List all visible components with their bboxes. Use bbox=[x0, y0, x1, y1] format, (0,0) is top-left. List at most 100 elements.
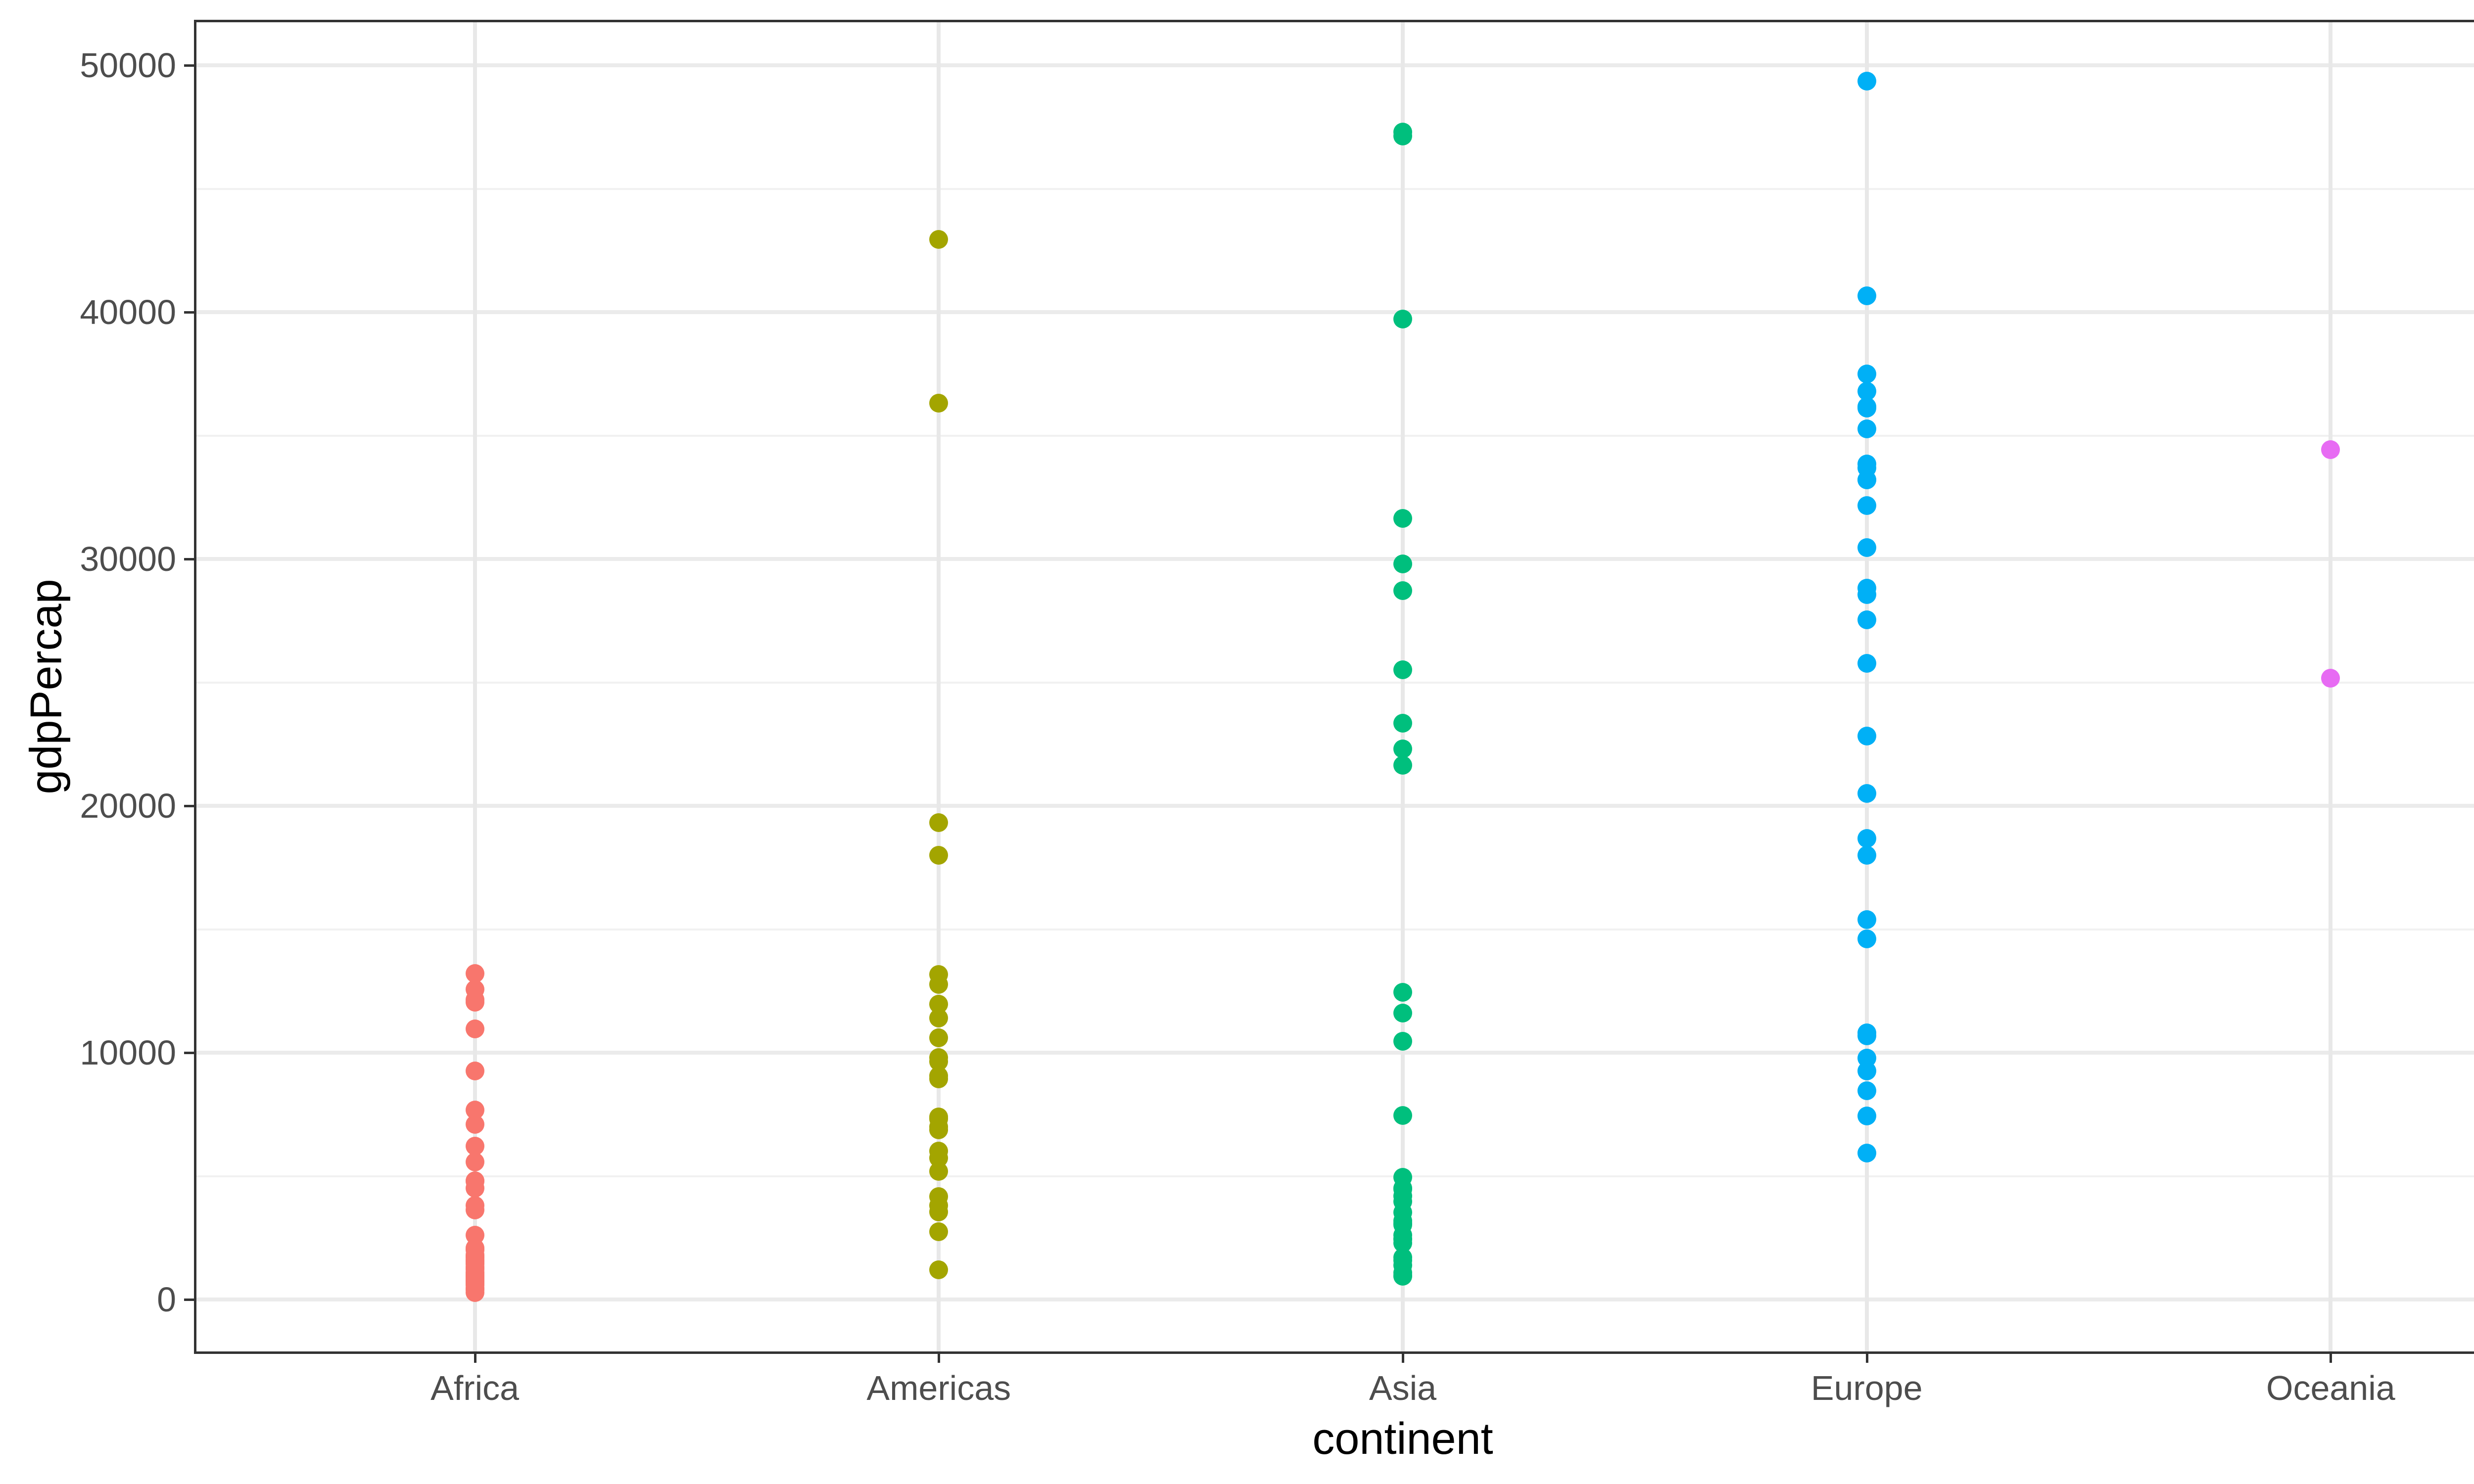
data-point bbox=[1393, 755, 1412, 775]
data-point bbox=[1857, 784, 1876, 803]
data-point bbox=[929, 1069, 949, 1088]
data-point bbox=[1857, 1048, 1876, 1067]
data-point bbox=[929, 1260, 949, 1280]
x-axis-title: continent bbox=[1312, 1414, 1493, 1464]
data-point bbox=[1857, 1106, 1876, 1125]
data-point bbox=[1857, 845, 1876, 865]
data-point bbox=[465, 1226, 484, 1245]
data-point bbox=[929, 1107, 949, 1126]
data-point bbox=[1857, 364, 1876, 383]
x-axis-tick bbox=[938, 1353, 941, 1363]
y-axis-tick bbox=[184, 1298, 194, 1301]
gridline-minor bbox=[196, 681, 2474, 684]
data-point bbox=[929, 1222, 949, 1242]
data-point bbox=[1393, 1234, 1412, 1253]
data-point bbox=[929, 230, 949, 249]
y-tick-label: 10000 bbox=[80, 1033, 176, 1072]
data-point bbox=[929, 813, 949, 832]
gridline-vertical bbox=[1864, 22, 1869, 1351]
data-point bbox=[1393, 739, 1412, 758]
y-axis-tick bbox=[184, 311, 194, 314]
data-point bbox=[1857, 382, 1876, 401]
x-tick-label: Europe bbox=[1810, 1369, 1923, 1407]
data-point bbox=[1857, 610, 1876, 630]
gridline-major bbox=[196, 310, 2474, 315]
data-point bbox=[2321, 668, 2340, 688]
gridline-minor bbox=[196, 187, 2474, 190]
data-point bbox=[1393, 1215, 1412, 1235]
x-axis-tick bbox=[1402, 1353, 1404, 1363]
gridline-vertical bbox=[473, 22, 477, 1351]
data-point bbox=[1857, 654, 1876, 673]
data-point bbox=[465, 1278, 484, 1298]
plot-panel bbox=[196, 22, 2474, 1351]
data-point bbox=[465, 1179, 484, 1198]
y-axis-tick bbox=[184, 805, 194, 808]
x-axis-tick bbox=[474, 1353, 476, 1363]
data-point bbox=[1393, 126, 1412, 145]
data-point bbox=[1857, 419, 1876, 438]
y-tick-label: 50000 bbox=[80, 46, 176, 85]
data-point bbox=[1393, 1263, 1412, 1282]
x-tick-label: Asia bbox=[1369, 1369, 1437, 1407]
data-point bbox=[1393, 581, 1412, 601]
gridline-minor bbox=[196, 434, 2474, 437]
data-point bbox=[929, 1048, 949, 1067]
y-tick-label: 20000 bbox=[80, 787, 176, 826]
data-point bbox=[929, 1008, 949, 1027]
data-point bbox=[2321, 440, 2340, 459]
y-axis-tick bbox=[184, 1052, 194, 1055]
gridline-major bbox=[196, 557, 2474, 561]
data-point bbox=[465, 1196, 484, 1215]
x-tick-label: Africa bbox=[430, 1369, 520, 1407]
data-point bbox=[1857, 72, 1876, 91]
gridline-minor bbox=[196, 928, 2474, 930]
data-point bbox=[1857, 910, 1876, 929]
y-axis-tick bbox=[184, 558, 194, 561]
y-axis-tick bbox=[184, 64, 194, 67]
data-point bbox=[465, 1061, 484, 1080]
data-point bbox=[465, 1136, 484, 1156]
data-point bbox=[1857, 470, 1876, 490]
gridline-major bbox=[196, 1298, 2474, 1302]
data-point bbox=[929, 1162, 949, 1181]
data-point bbox=[1857, 454, 1876, 473]
data-point bbox=[1393, 982, 1412, 1002]
data-point bbox=[1393, 555, 1412, 574]
data-point bbox=[1857, 1081, 1876, 1101]
data-point bbox=[1393, 714, 1412, 733]
data-point bbox=[1857, 829, 1876, 848]
gridline-major bbox=[196, 1051, 2474, 1055]
x-tick-label: Oceania bbox=[2266, 1369, 2395, 1407]
y-axis-title: gdpPercap bbox=[21, 579, 71, 794]
data-point bbox=[1857, 579, 1876, 598]
x-tick-label: Americas bbox=[866, 1369, 1011, 1407]
data-point bbox=[929, 1187, 949, 1206]
y-tick-label: 40000 bbox=[80, 293, 176, 332]
gridline-vertical bbox=[937, 22, 941, 1351]
data-point bbox=[1857, 496, 1876, 515]
gridline-major bbox=[196, 804, 2474, 808]
data-point bbox=[465, 1152, 484, 1171]
x-axis-tick bbox=[2330, 1353, 2332, 1363]
data-point bbox=[929, 1028, 949, 1047]
data-point bbox=[929, 393, 949, 413]
data-point bbox=[1857, 538, 1876, 557]
data-point bbox=[1393, 1032, 1412, 1051]
data-point bbox=[1857, 1143, 1876, 1162]
data-point bbox=[1393, 660, 1412, 679]
gridline-minor bbox=[196, 1175, 2474, 1177]
data-point bbox=[1393, 509, 1412, 528]
data-point bbox=[1857, 929, 1876, 948]
gridline-vertical bbox=[1401, 22, 1405, 1351]
data-point bbox=[465, 964, 484, 983]
data-point bbox=[1393, 1004, 1412, 1023]
y-tick-label: 30000 bbox=[80, 540, 176, 579]
data-point bbox=[1857, 726, 1876, 745]
data-point bbox=[465, 1020, 484, 1039]
x-axis-tick bbox=[1865, 1353, 1868, 1363]
data-point bbox=[1393, 1187, 1412, 1206]
data-point bbox=[465, 1258, 484, 1278]
gridline-major bbox=[196, 63, 2474, 68]
